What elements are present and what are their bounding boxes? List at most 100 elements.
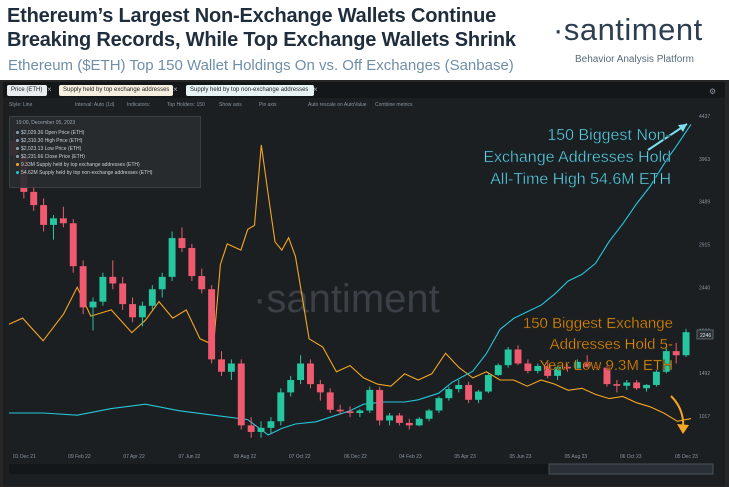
candle-body	[672, 351, 680, 356]
candle-body	[198, 276, 206, 290]
tooltip-row: 54.62M Supply held by top non-exchange a…	[16, 170, 152, 177]
combine-metrics-toggle[interactable]: Combine metrics	[375, 102, 413, 108]
candle-body	[465, 384, 473, 400]
candle-body	[158, 276, 166, 290]
candle-body	[247, 425, 255, 432]
indicators-select[interactable]: Indicators:	[127, 102, 151, 108]
auto-rescale-toggle[interactable]: Auto rescale on AutoValue	[308, 102, 367, 108]
candle-body	[662, 351, 670, 372]
candle-body	[59, 218, 67, 224]
close-icon[interactable]: ×	[173, 85, 178, 94]
x-tick-label: 07 Apr 22	[123, 454, 145, 460]
pin-axis-toggle[interactable]: Pin axis	[259, 102, 277, 108]
candle-body	[573, 361, 581, 369]
candle-body	[405, 422, 413, 426]
tooltip-date: 19:00, December 05, 2023	[16, 120, 76, 126]
candle-body	[593, 366, 601, 368]
candle-body	[395, 415, 403, 423]
candle-body	[218, 359, 225, 372]
candle-body	[682, 332, 690, 356]
holders-select[interactable]: Top Holders: 150	[167, 102, 205, 108]
candle-body	[168, 238, 176, 277]
tooltip-row-text: $2,029.36 Open Price (ETH)	[21, 130, 85, 136]
candle-body	[336, 409, 344, 412]
candle-body	[435, 398, 443, 411]
candle-body	[494, 365, 502, 376]
candle-body	[386, 415, 393, 421]
y-tick-label: 1017	[699, 414, 710, 420]
candle-body	[69, 223, 77, 267]
x-tick-label: 05 Jun 23	[510, 454, 532, 460]
candle-body	[484, 375, 492, 392]
x-tick-label: 06 Oct 23	[620, 454, 642, 460]
show-axis-toggle[interactable]: Show axis	[219, 102, 242, 108]
chart-panel: Price (ETH) × Supply held by top exchang…	[3, 82, 725, 486]
candle-body	[148, 289, 156, 306]
tab-exchange-supply[interactable]: Supply held by top exchange addresses (E…	[59, 85, 173, 104]
candle-body	[257, 427, 265, 432]
tab-price[interactable]: Price (ETH)	[7, 85, 47, 96]
tooltip-row: $2,231.66 Close Price (ETH)	[16, 154, 85, 161]
x-tick-label: 06 Dec 22	[344, 454, 367, 460]
candle-body	[356, 410, 364, 413]
tooltip-row: 9.33M Supply held by top exchange addres…	[16, 162, 140, 169]
candle-body	[583, 361, 591, 367]
candle-body	[208, 289, 216, 360]
exchange-arrow-head	[677, 424, 689, 434]
candle-body	[603, 367, 611, 385]
close-icon[interactable]: ×	[313, 85, 318, 94]
title-line-2: Breaking Records, While Top Exchange Wal…	[7, 29, 516, 51]
metric-tabbar: Price (ETH) × Supply held by top exchang…	[3, 82, 725, 104]
exchange-annotation-line: Addresses Hold 5-	[550, 336, 673, 353]
santiment-logo: ·santiment	[553, 12, 703, 47]
y-tick-label: 4437	[699, 114, 710, 120]
tooltip-row: $2,029.36 Open Price (ETH)	[16, 130, 84, 137]
candle-body	[267, 421, 275, 428]
y-tick-label: 1492	[699, 371, 710, 377]
legend-dot-icon	[16, 131, 19, 135]
close-icon[interactable]: ×	[47, 85, 52, 94]
nonexchange-annotation-line: Exchange Addresses Hold	[483, 149, 671, 166]
candle-body	[40, 205, 48, 225]
candle-body	[178, 238, 186, 248]
candle-body	[544, 365, 552, 376]
tab-nonexchange-supply[interactable]: Supply held by top non-exchange addresse…	[186, 85, 314, 104]
exchange-annotation-line: Year Low 9.3M ETH	[539, 357, 673, 374]
legend-dot-icon	[16, 139, 19, 143]
page-title: Ethereum’s Largest Non-Exchange Wallets …	[7, 4, 547, 52]
candle-body	[307, 363, 314, 385]
candle-body	[30, 191, 38, 206]
page-subtitle: Ethereum ($ETH) Top 150 Wallet Holdings …	[8, 57, 514, 74]
candle-body	[563, 366, 571, 369]
settings-icon[interactable]: ⚙	[709, 87, 717, 96]
data-tooltip: 19:00, December 05, 2023 $2,029.36 Open …	[9, 116, 201, 188]
candle-body	[514, 349, 522, 364]
style-select[interactable]: Style: Line	[9, 102, 33, 108]
legend-dot-icon	[16, 163, 19, 167]
candle-body	[425, 410, 433, 419]
logo-tagline: Behavior Analysis Platform	[575, 54, 694, 65]
current-price-label: 2246	[700, 333, 711, 339]
candle-body	[643, 384, 650, 389]
candle-body	[287, 380, 295, 393]
candle-body	[129, 304, 137, 318]
candle-body	[346, 411, 354, 413]
candle-body	[326, 392, 334, 410]
watermark-text: ·santiment	[253, 277, 440, 321]
candle-body	[138, 305, 146, 318]
nonexchange-arrow-head	[678, 124, 687, 132]
chart-controls: Style: Line Interval: Auto (1d) Indicato…	[3, 99, 725, 111]
x-tick-label: 04 Feb 23	[399, 454, 422, 460]
candle-body	[277, 392, 285, 422]
candle-body	[415, 418, 423, 426]
x-tick-label: 09 Feb 22	[68, 454, 91, 460]
candle-body	[445, 389, 453, 399]
candle-body	[366, 389, 374, 411]
candle-body	[89, 301, 97, 308]
candle-body	[524, 363, 532, 371]
interval-select[interactable]: Interval: Auto (1d)	[75, 102, 115, 108]
candle-body	[109, 276, 117, 284]
y-tick-label: 2915	[699, 243, 710, 249]
x-tick-label: 05 Aug 23	[565, 454, 588, 460]
